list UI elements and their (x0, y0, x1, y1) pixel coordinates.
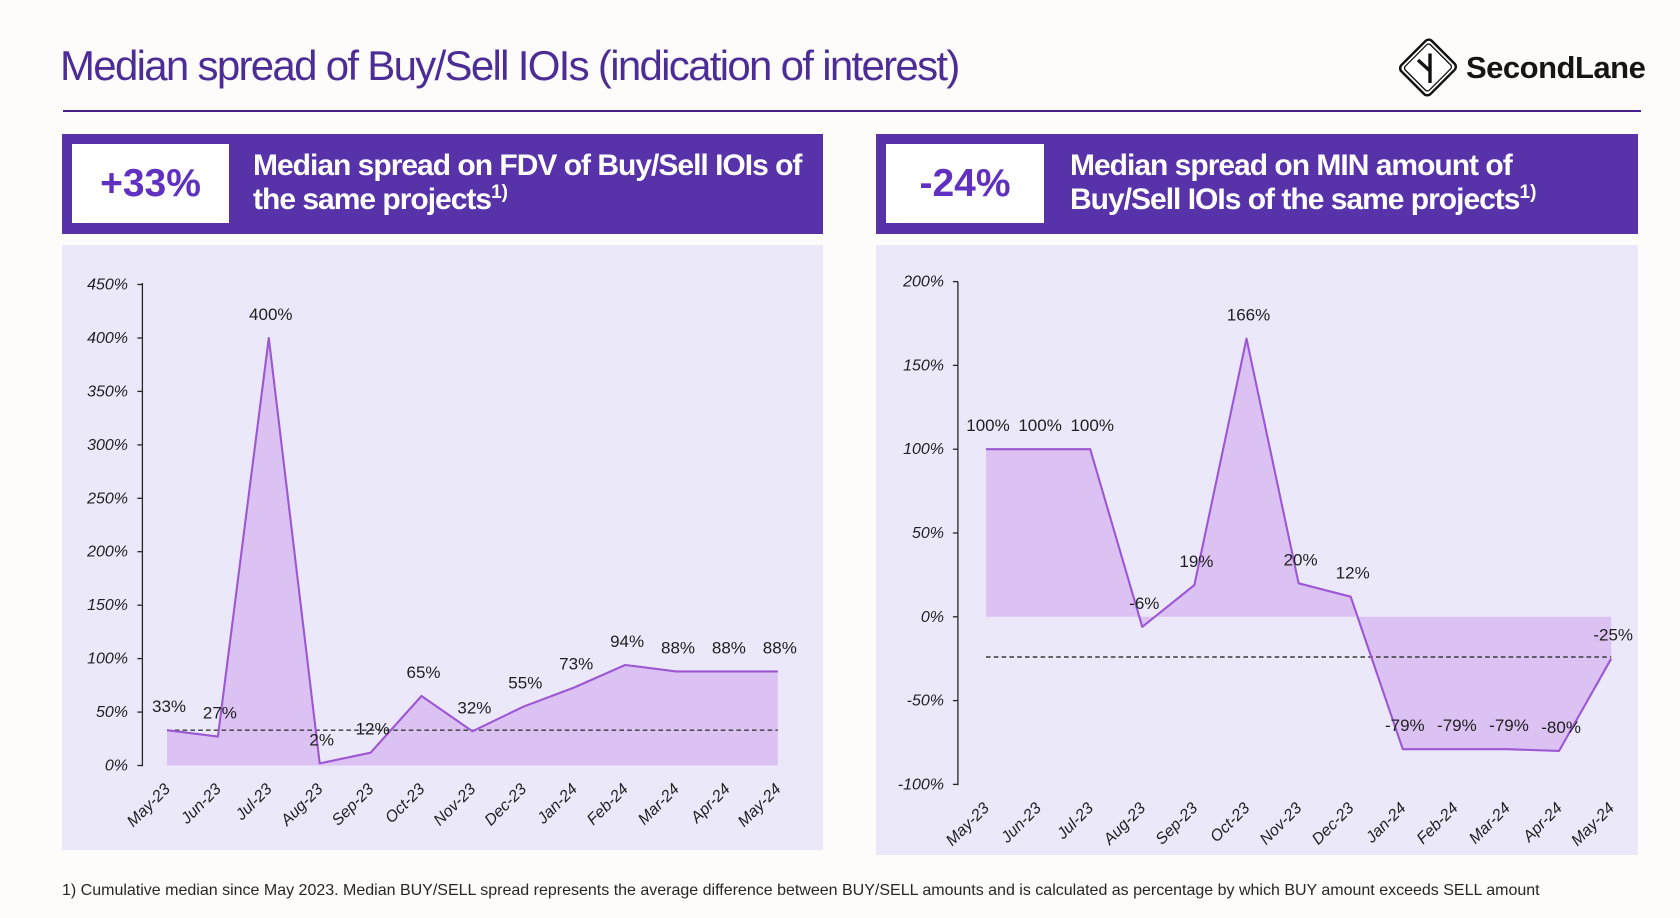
svg-text:88%: 88% (712, 638, 746, 657)
svg-text:33%: 33% (152, 697, 186, 716)
svg-text:-80%: -80% (1541, 718, 1581, 737)
svg-text:-79%: -79% (1437, 716, 1477, 735)
svg-text:12%: 12% (1336, 564, 1370, 583)
svg-text:100%: 100% (966, 416, 1009, 435)
svg-text:-25%: -25% (1593, 626, 1633, 645)
svg-text:150%: 150% (87, 597, 128, 614)
svg-text:400%: 400% (249, 305, 292, 324)
svg-text:-50%: -50% (907, 693, 944, 710)
svg-text:300%: 300% (87, 437, 128, 454)
svg-text:0%: 0% (105, 758, 128, 775)
svg-text:350%: 350% (87, 383, 128, 400)
svg-text:20%: 20% (1284, 550, 1318, 569)
svg-text:150%: 150% (903, 357, 944, 374)
svg-text:400%: 400% (87, 330, 128, 347)
svg-text:65%: 65% (406, 663, 440, 682)
svg-text:55%: 55% (508, 674, 542, 693)
svg-text:50%: 50% (912, 525, 944, 542)
svg-text:100%: 100% (1018, 416, 1061, 435)
svg-text:32%: 32% (457, 698, 491, 717)
svg-text:19%: 19% (1179, 552, 1213, 571)
svg-text:-79%: -79% (1385, 716, 1425, 735)
svg-text:450%: 450% (87, 277, 128, 294)
svg-text:100%: 100% (1070, 416, 1113, 435)
svg-text:94%: 94% (610, 632, 644, 651)
svg-text:88%: 88% (661, 638, 695, 657)
svg-text:-6%: -6% (1129, 594, 1159, 613)
svg-text:88%: 88% (763, 638, 797, 657)
svg-text:250%: 250% (86, 490, 128, 507)
svg-text:27%: 27% (203, 704, 237, 723)
svg-text:50%: 50% (96, 704, 128, 721)
svg-text:73%: 73% (559, 655, 593, 674)
svg-text:-79%: -79% (1489, 716, 1529, 735)
svg-text:2%: 2% (309, 730, 334, 749)
svg-text:166%: 166% (1227, 306, 1270, 325)
svg-text:-100%: -100% (898, 776, 944, 793)
svg-text:0%: 0% (921, 609, 944, 626)
svg-text:12%: 12% (356, 720, 390, 739)
svg-text:200%: 200% (902, 274, 944, 291)
svg-text:100%: 100% (87, 651, 128, 668)
svg-text:200%: 200% (86, 544, 128, 561)
svg-text:100%: 100% (903, 441, 944, 458)
